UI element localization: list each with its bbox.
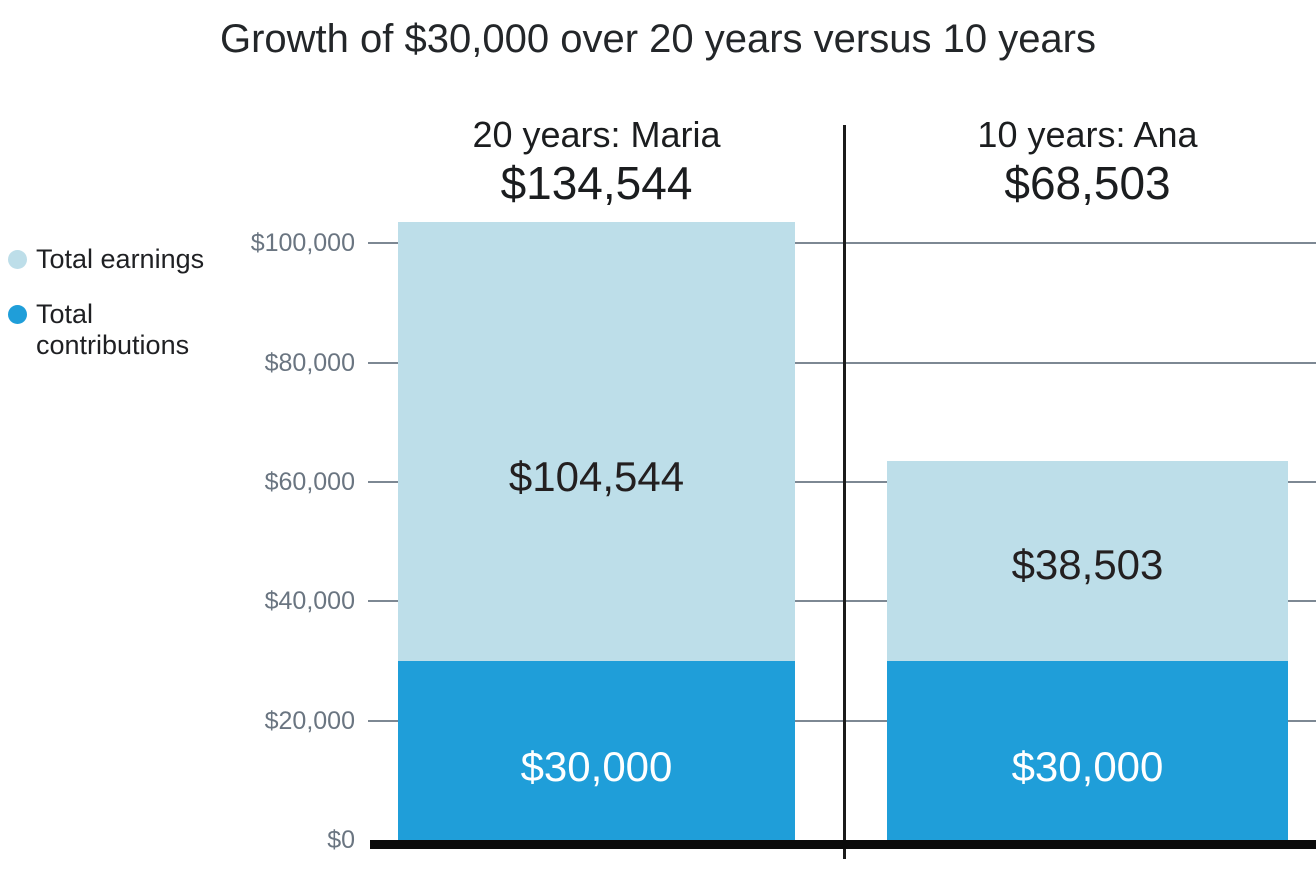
gridline: [368, 480, 1316, 483]
ytick-label: $60,000: [264, 467, 355, 496]
contributions-swatch-icon: [8, 305, 27, 324]
ytick-label: $40,000: [264, 587, 355, 616]
bar-total-label: $68,503: [1004, 157, 1171, 209]
bar-segment-contributions: $30,000: [887, 660, 1288, 840]
legend-item-earnings: Total earnings: [8, 244, 218, 275]
gridline: [368, 242, 1316, 245]
bar-value-label: $30,000: [1011, 743, 1164, 791]
legend: Total earnings Total contributions: [8, 244, 218, 385]
bar-value-label: $30,000: [520, 743, 673, 791]
column-divider-line: [843, 125, 846, 859]
gridline: [368, 361, 1316, 364]
bar-segment-earnings: $38,503: [887, 461, 1288, 661]
x-axis-baseline: [370, 840, 1316, 849]
legend-label-contributions: Total contributions: [36, 299, 190, 360]
bar-header: 10 years: Ana: [977, 114, 1198, 155]
ytick-label: $80,000: [264, 348, 355, 377]
bar-total-label: $134,544: [500, 157, 693, 209]
ytick-label: $100,000: [250, 229, 355, 258]
bar-header: 20 years: Maria: [472, 114, 721, 155]
ytick-label: $0: [327, 826, 355, 854]
chart-title: Growth of $30,000 over 20 years versus 1…: [219, 17, 1096, 61]
bar-value-label: $38,503: [1011, 540, 1164, 588]
gridline: [368, 719, 1316, 722]
bar-segment-earnings: $104,544: [398, 222, 795, 661]
earnings-swatch-icon: [8, 250, 27, 269]
bar-value-label: $104,544: [508, 453, 685, 501]
gridline: [368, 600, 1316, 603]
ytick-label: $20,000: [264, 706, 355, 735]
legend-label-earnings: Total earnings: [36, 244, 205, 274]
legend-item-contributions: Total contributions: [8, 299, 218, 361]
bar-segment-contributions: $30,000: [398, 660, 795, 840]
